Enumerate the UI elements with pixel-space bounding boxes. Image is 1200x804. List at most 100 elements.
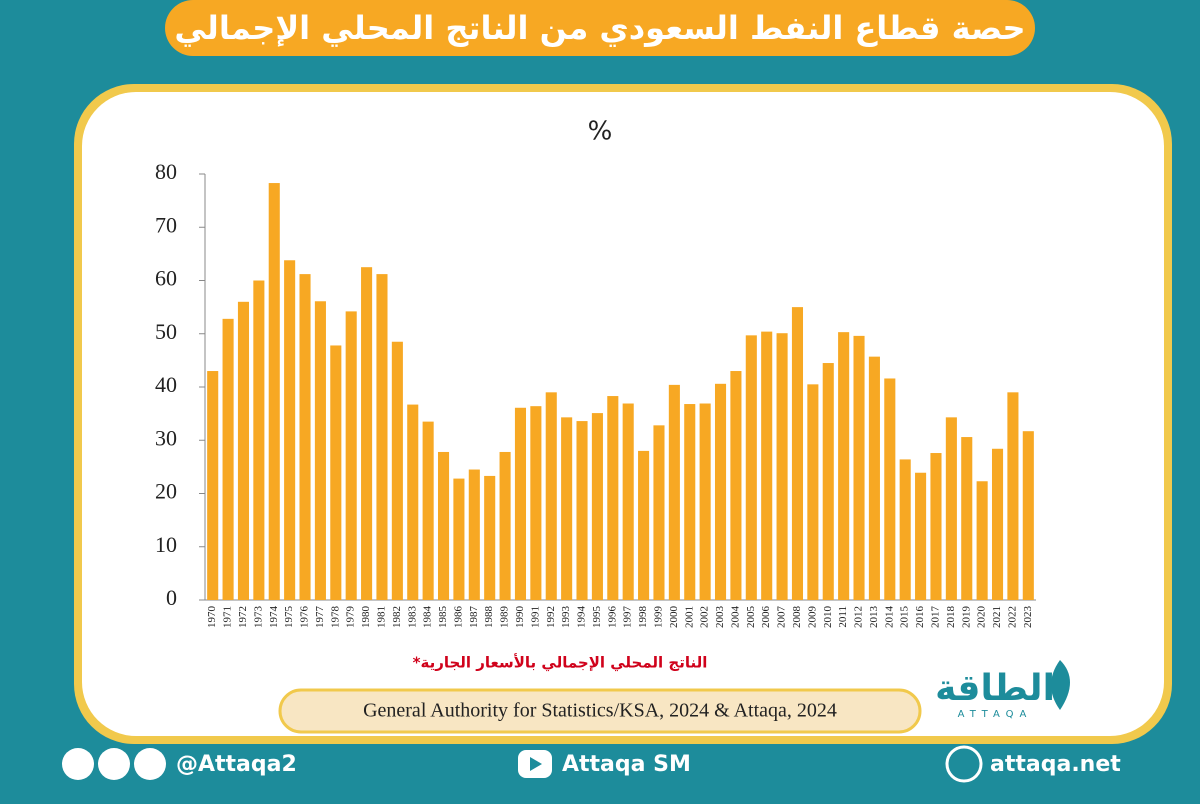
- x-tick-label: 2012: [853, 606, 865, 628]
- x-tick-label: 2013: [868, 606, 880, 629]
- bar: [591, 413, 603, 600]
- bar: [345, 311, 357, 600]
- source: General Authority for Statistics/KSA, 20…: [363, 700, 837, 722]
- x-tick-label: 1982: [391, 606, 403, 628]
- bar: [361, 267, 373, 600]
- x-tick-label: 2003: [714, 606, 726, 629]
- x-tick-label: 1997: [622, 606, 634, 629]
- x-tick-label: 2000: [668, 606, 680, 629]
- x-tick-label: 2006: [760, 606, 772, 629]
- bar: [791, 307, 804, 600]
- x-tick-label: 2017: [930, 606, 942, 629]
- bar: [884, 378, 896, 600]
- y-tick-label: 20: [155, 479, 177, 504]
- x-tick-label: 2019: [960, 606, 972, 629]
- y-tick-label: 40: [155, 372, 177, 397]
- x-tick-label: 2022: [1006, 606, 1018, 628]
- bar: [330, 345, 342, 600]
- x-tick-label: 2004: [729, 606, 741, 629]
- y-tick-label: 60: [155, 266, 177, 291]
- bar: [284, 260, 296, 600]
- x-tick-label: 2005: [745, 606, 757, 629]
- bar: [407, 404, 419, 600]
- bar: [899, 459, 911, 600]
- x-tick-label: 1993: [560, 606, 572, 629]
- x-tick-label: 1999: [653, 606, 665, 629]
- bar: [437, 451, 450, 600]
- bar: [930, 453, 942, 600]
- y-tick-label: 50: [155, 319, 177, 344]
- footer-website: attaqa.net: [990, 752, 1121, 777]
- x-tick-label: 1983: [406, 606, 418, 629]
- x-tick-label: 1992: [545, 606, 557, 628]
- x-tick-label: 2015: [899, 606, 911, 629]
- x-tick-label: 2018: [945, 606, 957, 629]
- bar: [576, 421, 588, 600]
- title-banner: [165, 0, 1035, 56]
- bar: [684, 404, 696, 600]
- y-tick-label: 30: [155, 425, 177, 450]
- bar: [915, 472, 927, 600]
- x-tick-label: 1981: [376, 606, 388, 628]
- x-tick-label: 1994: [576, 606, 588, 629]
- x-tick-label: 1970: [206, 606, 218, 629]
- bar: [853, 335, 865, 600]
- x-tick-label: 2008: [791, 606, 803, 629]
- x-tick-label: 1979: [345, 606, 357, 629]
- y-tick-label: 0: [166, 585, 177, 610]
- x-tick-label: 2010: [822, 606, 834, 629]
- bar: [453, 478, 465, 600]
- x-tick-label: 1987: [468, 606, 480, 629]
- bar: [253, 280, 265, 600]
- y-axis-label: %: [588, 117, 613, 147]
- bar: [761, 331, 773, 600]
- bar: [468, 469, 480, 600]
- x-tick-label: 1990: [514, 606, 526, 629]
- x-tick-label: 2021: [991, 606, 1003, 628]
- bar: [976, 481, 988, 600]
- x-tick-label: 1986: [452, 606, 464, 629]
- x-tick-label: 1978: [329, 606, 341, 629]
- bar: [484, 475, 496, 600]
- x-tick-label: 2011: [837, 606, 849, 628]
- bar: [822, 363, 834, 600]
- bar: [499, 451, 511, 600]
- y-tick-label: 70: [155, 212, 177, 237]
- x-tick-label: 1984: [422, 606, 434, 629]
- x-tick-label: 2009: [806, 606, 818, 629]
- chart-title: حصة قطاع النفط السعودي من الناتج المحلي …: [174, 9, 1025, 47]
- bar: [622, 403, 634, 600]
- logo-drop: [1051, 660, 1070, 710]
- bar: [391, 341, 403, 600]
- bar: [530, 406, 542, 600]
- x-tick-label: 1989: [499, 606, 511, 629]
- x-tick-label: 1974: [268, 606, 280, 629]
- bar: [314, 301, 326, 600]
- bar: [207, 371, 219, 600]
- bar: [868, 356, 880, 600]
- footer-social: @Attaqa2: [176, 752, 297, 777]
- y-tick-label: 10: [155, 532, 177, 557]
- bar: [807, 384, 819, 600]
- bar: [1007, 392, 1019, 600]
- x-tick-label: 1985: [437, 606, 449, 629]
- source-box: [278, 688, 922, 734]
- x-tick-label: 1996: [606, 606, 618, 629]
- logo-latin: ATTAQA: [958, 709, 1033, 720]
- x-tick-label: 1988: [483, 606, 495, 629]
- x-tick-label: 1971: [222, 606, 234, 628]
- x-tick-label: 2023: [1022, 606, 1034, 629]
- footer-youtube: Attaqa SM: [562, 752, 691, 777]
- x-tick-label: 2014: [883, 606, 895, 629]
- bar: [838, 332, 850, 600]
- y-tick-label: 80: [155, 159, 177, 184]
- bar: [745, 335, 757, 600]
- x-tick-label: 2007: [776, 606, 788, 629]
- bar: [991, 448, 1004, 600]
- bar: [714, 383, 727, 600]
- bar: [607, 396, 619, 600]
- bar: [222, 318, 234, 600]
- logo-text: الطاقة: [935, 668, 1055, 709]
